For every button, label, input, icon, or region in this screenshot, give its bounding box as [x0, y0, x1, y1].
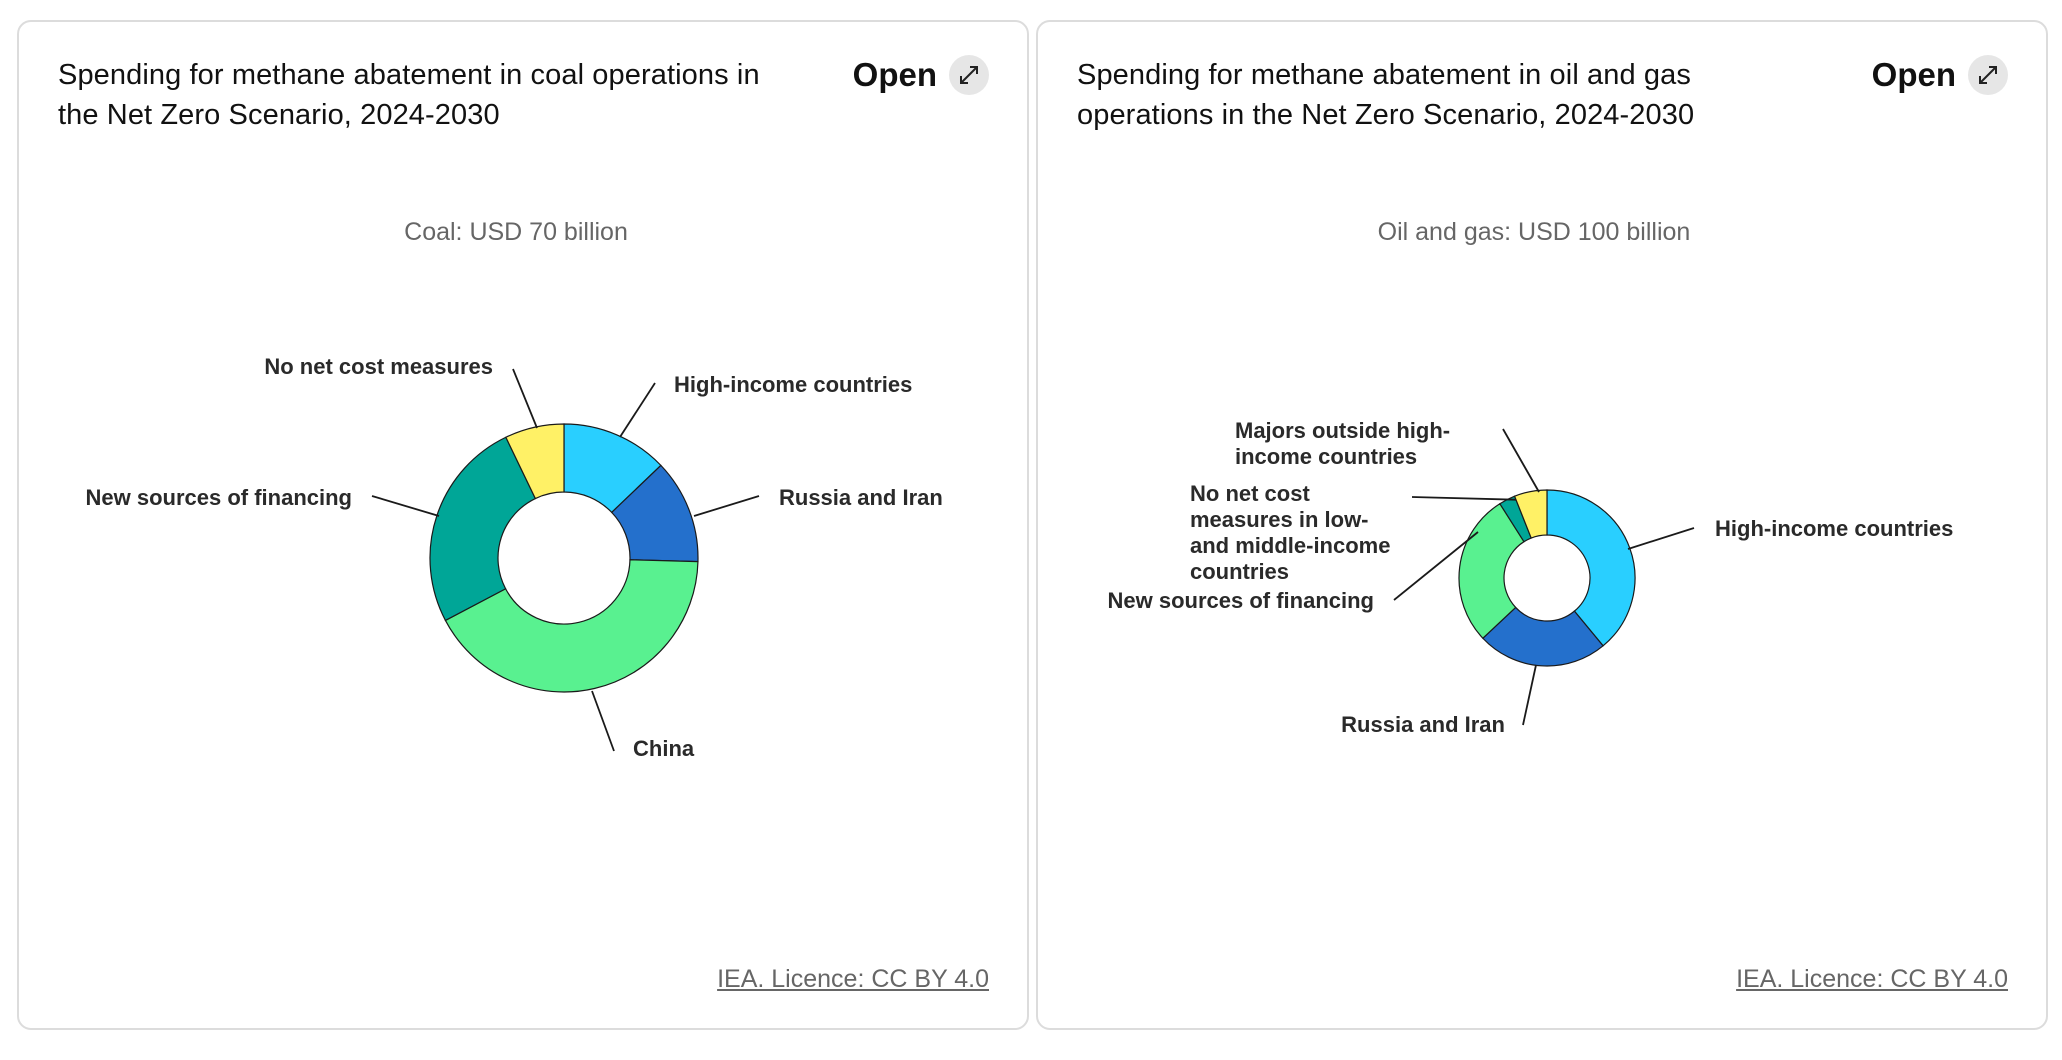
- slice-russia-and-iran[interactable]: [1482, 606, 1604, 667]
- chart-card-oil-and-gas: Spending for methane abatement in oil an…: [1036, 20, 2048, 1030]
- slice-majors-outside-high-income-countries[interactable]: [1513, 489, 1548, 539]
- slice-label-russia-and-iran: Russia and Iran: [779, 485, 943, 510]
- slice-label-russia-and-iran: Russia and Iran: [1341, 712, 1505, 737]
- slice-china[interactable]: [444, 559, 699, 693]
- donut-chart: Oil and gas: USD 100 billion High-income…: [1108, 218, 1954, 737]
- open-button[interactable]: Open: [853, 55, 989, 95]
- leader-line-high-income-countries: [619, 382, 656, 438]
- chart-subtitle: Coal: USD 70 billion: [404, 218, 628, 246]
- expand-icon: [949, 55, 989, 95]
- slice-label-majors-outside-high-income-countries: Majors outside high-income countries: [1235, 418, 1450, 469]
- slice-no-net-cost-measures[interactable]: [505, 423, 565, 500]
- licence-link[interactable]: IEA. Licence: CC BY 4.0: [1736, 965, 2008, 993]
- donut-chart: Coal: USD 70 billion High-income countri…: [86, 218, 943, 761]
- leader-line-new-sources-of-financing: [371, 495, 440, 517]
- chart-title: Spending for methane abatement in oil an…: [1077, 59, 1695, 131]
- leader-line-russia-and-iran: [1522, 664, 1537, 726]
- slice-label-new-sources-of-financing: New sources of financing: [1108, 588, 1375, 613]
- licence-link[interactable]: IEA. Licence: CC BY 4.0: [717, 965, 989, 993]
- leader-line-russia-and-iran: [693, 495, 760, 517]
- leader-line-majors-outside-high-income-countries: [1502, 428, 1540, 493]
- slice-label-high-income-countries: High-income countries: [1715, 516, 1953, 541]
- leader-line-new-sources-of-financing: [1393, 531, 1479, 601]
- chart-title: Spending for methane abatement in coal o…: [58, 59, 760, 131]
- slice-label-new-sources-of-financing: New sources of financing: [86, 485, 353, 510]
- slice-label-no-net-cost-measures: No net cost measures: [264, 354, 493, 379]
- chart-subtitle: Oil and gas: USD 100 billion: [1378, 218, 1691, 246]
- leader-line-no-net-cost-measures-in-low-and-middle-income-countries: [1411, 496, 1529, 501]
- open-button-label: Open: [852, 56, 937, 93]
- open-button[interactable]: Open: [1872, 55, 2008, 95]
- slice-new-sources-of-financing[interactable]: [1458, 502, 1525, 640]
- leader-line-high-income-countries: [1627, 527, 1695, 550]
- chart-card-coal: Spending for methane abatement in coal o…: [17, 20, 1029, 1030]
- slice-high-income-countries[interactable]: [1546, 489, 1636, 647]
- open-button-label: Open: [1871, 56, 1956, 93]
- leader-line-no-net-cost-measures: [512, 368, 538, 429]
- slice-label-no-net-cost-measures-in-low-and-middle-income-countries: No net cost measures in low-and middle-in…: [1190, 481, 1390, 584]
- expand-icon: [1968, 55, 2008, 95]
- slice-label-china: China: [633, 736, 695, 761]
- slice-label-high-income-countries: High-income countries: [674, 372, 912, 397]
- slice-new-sources-of-financing[interactable]: [429, 436, 537, 622]
- leader-line-china: [591, 690, 615, 752]
